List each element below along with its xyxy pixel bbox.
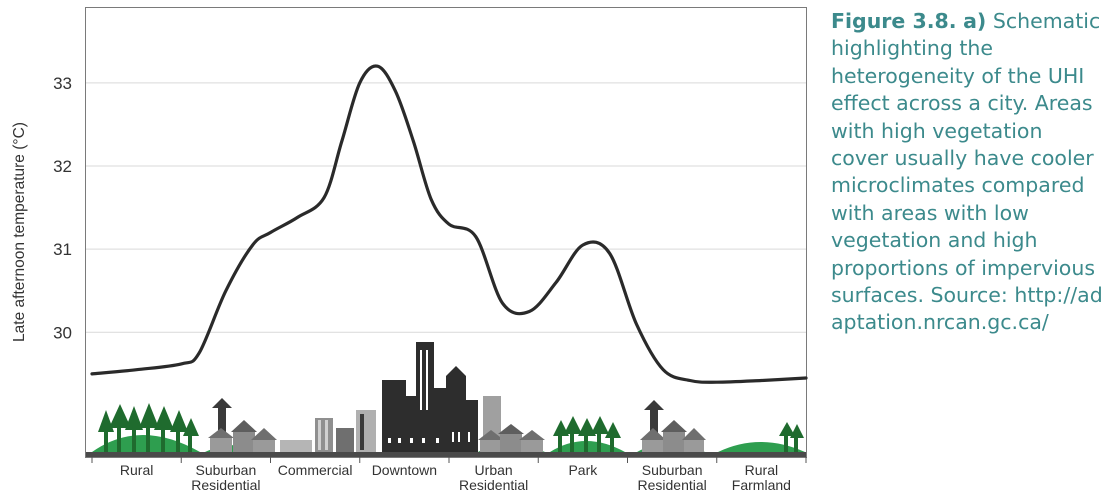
- city-skyline-illustration: [86, 342, 806, 457]
- y-tick-label: 30: [53, 323, 72, 342]
- x-category-label: Downtown: [372, 462, 437, 478]
- temperature-curve: [90, 64, 808, 384]
- ground-baseline: [86, 452, 806, 457]
- figure-caption: Figure 3.8. a) Schematic highlighting th…: [831, 8, 1103, 337]
- x-category-label-line: Rural: [120, 462, 153, 478]
- figure-label: Figure 3.8.: [831, 9, 957, 33]
- x-category-label-line: Suburban: [196, 462, 257, 478]
- x-category-label: Rural: [120, 462, 153, 478]
- houses-urban-residential: [478, 424, 545, 452]
- caption-text: Schematic highlighting the heterogeneity…: [831, 9, 1101, 308]
- x-category-label: Commercial: [278, 462, 353, 478]
- x-category-label-line: Residential: [191, 477, 260, 493]
- x-category-label: Urban Residential: [459, 462, 528, 493]
- x-category-label-line: Downtown: [372, 462, 437, 478]
- y-tick-label: 32: [53, 157, 72, 176]
- x-category-label: Suburban Residential: [637, 462, 706, 493]
- trees-farmland: [779, 422, 804, 452]
- ground-hill-farmland: [718, 442, 805, 452]
- y-tick-label: 33: [53, 74, 72, 93]
- y-axis-label: Late afternoon temperature (°C): [11, 122, 28, 342]
- houses-suburban-2: [640, 400, 706, 452]
- trees-rural: [98, 403, 199, 452]
- x-tick-marks: [91, 457, 807, 463]
- buildings-commercial: [280, 410, 376, 452]
- source-url: http://adaptation.nrcan.gc.ca/: [831, 283, 1103, 335]
- x-category-label: Suburban Residential: [191, 462, 260, 493]
- buildings-downtown: [382, 342, 501, 452]
- y-tick-label: 31: [53, 240, 72, 259]
- x-category-label-line: Rural: [745, 462, 778, 478]
- chart-frame: [85, 7, 807, 458]
- houses-suburban: [208, 398, 277, 452]
- x-category-label-line: Park: [568, 462, 598, 478]
- y-tick-labels: 30 31 32 33: [53, 74, 72, 342]
- x-category-label-line: Farmland: [732, 477, 791, 493]
- x-category-label-line: Urban: [475, 462, 513, 478]
- x-category-label: Rural Farmland: [732, 462, 791, 493]
- x-category-label-line: Suburban: [642, 462, 703, 478]
- x-category-label-line: Residential: [459, 477, 528, 493]
- x-category-label: Park: [568, 462, 598, 478]
- gridlines: [86, 82, 806, 333]
- x-category-label-line: Commercial: [278, 462, 353, 478]
- x-category-label-line: Residential: [637, 477, 706, 493]
- figure-letter: a): [963, 9, 987, 33]
- trees-park: [553, 416, 621, 452]
